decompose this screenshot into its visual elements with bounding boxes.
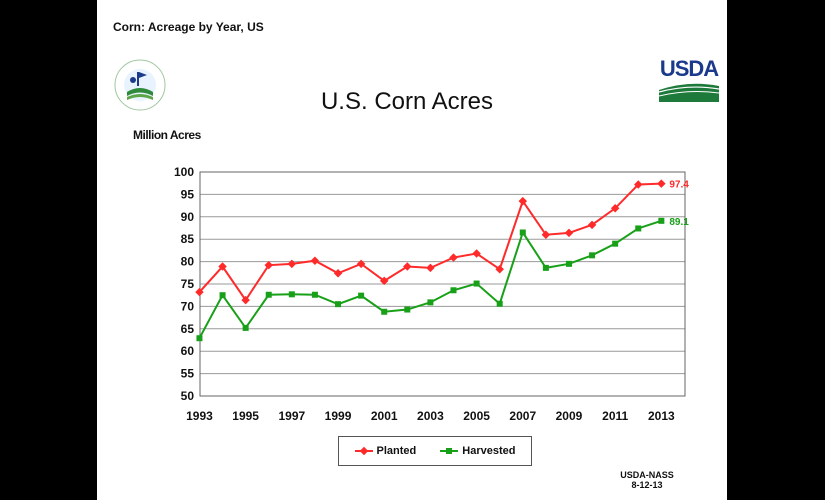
data-point-harvested <box>358 292 365 299</box>
x-tick-label: 2007 <box>509 409 536 423</box>
data-point-harvested <box>496 300 503 307</box>
data-point-planted <box>241 295 250 305</box>
legend-swatch-harvested <box>440 446 459 456</box>
y-tick-label: 70 <box>181 299 195 313</box>
data-point-planted <box>495 264 504 274</box>
series-line-planted <box>198 182 662 302</box>
x-tick-label: 2013 <box>648 409 675 423</box>
y-tick-label: 50 <box>181 389 195 403</box>
data-point-harvested <box>265 291 272 298</box>
data-point-harvested <box>381 308 388 315</box>
y-tick-label: 75 <box>181 277 195 291</box>
y-tick-label: 85 <box>181 232 195 246</box>
data-point-planted <box>379 276 389 286</box>
slide-title: Corn: Acreage by Year, US <box>113 20 264 34</box>
y-tick-label: 60 <box>181 344 195 358</box>
data-point-planted <box>333 269 343 278</box>
data-point-harvested <box>519 229 526 236</box>
y-tick-label: 80 <box>181 255 195 269</box>
legend-item-planted: Planted <box>354 445 417 457</box>
usda-logo-text: USDA <box>659 56 719 81</box>
data-point-planted <box>587 220 597 230</box>
data-point-planted <box>564 228 574 238</box>
data-point-harvested <box>542 264 549 271</box>
x-tick-label: 2001 <box>371 409 398 423</box>
data-point-planted <box>472 249 481 258</box>
usda-logo: USDA <box>657 56 721 102</box>
data-point-harvested <box>612 240 619 247</box>
data-point-harvested <box>450 287 457 294</box>
data-point-planted <box>356 259 366 269</box>
legend-swatch-planted <box>354 446 373 456</box>
y-tick-label: 90 <box>181 210 195 224</box>
end-value-label-harvested: 89.1 <box>669 217 689 228</box>
chart-title: U.S. Corn Acres <box>320 88 494 115</box>
data-point-harvested <box>635 225 642 232</box>
chart-legend: Planted Harvested <box>338 436 532 466</box>
agriculture-counts-seal-icon <box>114 59 166 111</box>
data-point-harvested <box>311 291 318 298</box>
data-point-harvested <box>473 280 480 287</box>
data-point-planted <box>426 263 435 273</box>
data-point-planted <box>403 262 412 271</box>
source-agency: USDA-NASS <box>620 470 674 480</box>
x-tick-label: 2003 <box>417 409 444 423</box>
y-tick-label: 100 <box>174 165 194 179</box>
data-point-harvested <box>658 217 665 224</box>
legend-label-planted: Planted <box>376 445 417 457</box>
y-tick-label: 55 <box>181 367 195 381</box>
y-axis-label: Million Acres <box>133 128 201 142</box>
x-tick-label: 2005 <box>463 409 490 423</box>
slide: Corn: Acreage by Year, US USDA U.S. Corn… <box>97 0 727 500</box>
data-point-harvested <box>589 252 596 259</box>
data-point-harvested <box>196 335 203 342</box>
line-chart: 50 55 60 65 70 75 80 85 90 95 100 1993 1995 1997 1999 2… <box>174 165 689 423</box>
data-point-harvested <box>427 299 434 306</box>
source-note: USDA-NASS 8-12-13 <box>617 470 677 490</box>
data-point-harvested <box>404 306 411 313</box>
x-tick-label: 2011 <box>602 409 628 423</box>
data-point-planted <box>287 259 297 269</box>
data-point-harvested <box>288 291 295 298</box>
legend-label-harvested: Harvested <box>462 445 516 457</box>
data-point-planted <box>310 256 320 265</box>
x-tick-label: 2009 <box>556 409 583 423</box>
x-tick-label: 1993 <box>186 409 213 423</box>
x-tick-label: 1997 <box>278 409 305 423</box>
data-point-harvested <box>219 292 226 299</box>
data-point-planted <box>541 230 551 239</box>
data-point-harvested <box>565 260 572 267</box>
usda-logo-field-icon <box>658 83 720 102</box>
legend-item-harvested: Harvested <box>440 445 515 457</box>
data-point-planted <box>657 179 666 188</box>
data-point-harvested <box>242 324 249 331</box>
x-tick-label: 1999 <box>325 409 352 423</box>
plot-frame <box>199 171 686 397</box>
data-point-planted <box>264 260 273 270</box>
y-tick-label: 65 <box>181 322 195 336</box>
series-line-harvested <box>198 219 662 339</box>
data-point-planted <box>449 253 458 262</box>
source-date: 8-12-13 <box>631 480 663 490</box>
data-point-planted <box>195 287 204 297</box>
data-point-planted <box>218 262 227 271</box>
end-value-label-planted: 97.4 <box>669 180 689 191</box>
y-tick-label: 95 <box>181 187 195 201</box>
data-point-harvested <box>335 301 342 308</box>
x-tick-label: 1995 <box>232 409 259 423</box>
